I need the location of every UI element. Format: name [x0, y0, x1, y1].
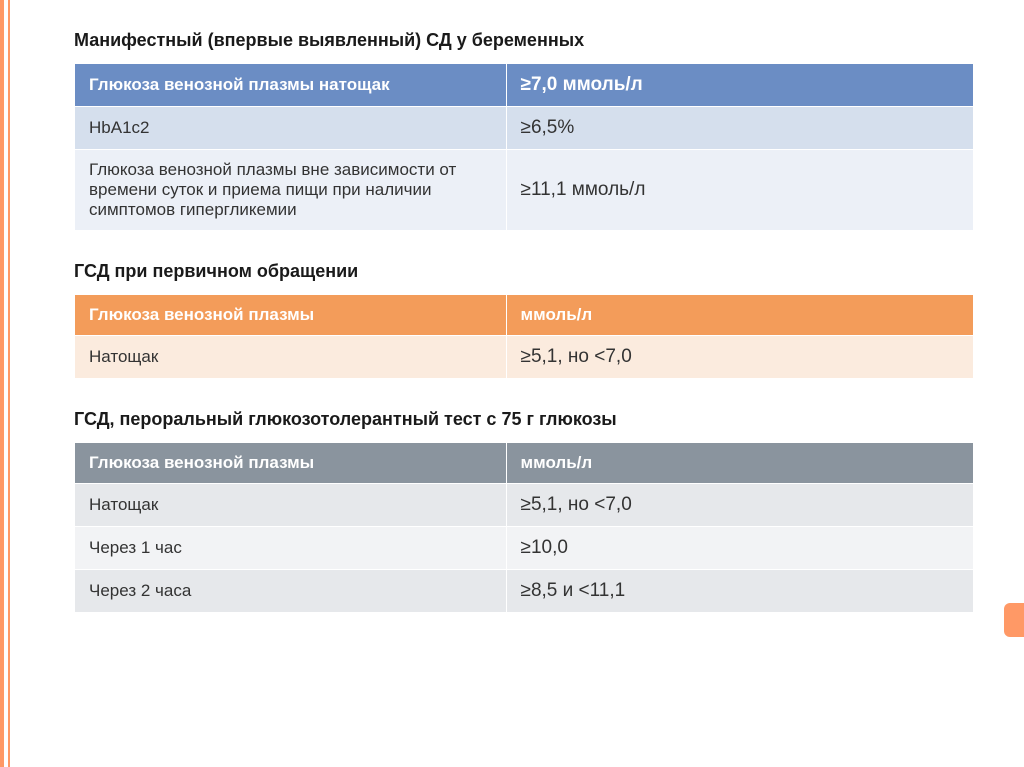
table-cell: ≥6,5%: [506, 107, 973, 150]
gsd-primary-table: Глюкоза венозной плазмы ммоль/л Натощак …: [74, 294, 974, 379]
table-cell: Натощак: [75, 336, 507, 379]
section-title-3: ГСД, пероральный глюкозотолерантный тест…: [74, 409, 974, 430]
table-cell: Через 1 час: [75, 527, 507, 570]
table-header-cell: Глюкоза венозной плазмы: [75, 295, 507, 336]
table-row: Натощак ≥5,1, но <7,0: [75, 484, 974, 527]
section-title-2: ГСД при первичном обращении: [74, 261, 974, 282]
table-header-cell: Глюкоза венозной плазмы: [75, 443, 507, 484]
table-header-cell: ммоль/л: [506, 295, 973, 336]
table-row: HbA1c2 ≥6,5%: [75, 107, 974, 150]
table-header-cell: Глюкоза венозной плазмы натощак: [75, 64, 507, 107]
table-row: Натощак ≥5,1, но <7,0: [75, 336, 974, 379]
table-cell: ≥5,1, но <7,0: [506, 336, 973, 379]
table-header-cell: ≥7,0 ммоль/л: [506, 64, 973, 107]
table-row: Глюкоза венозной плазмы вне зависимости …: [75, 150, 974, 231]
table-header-cell: ммоль/л: [506, 443, 973, 484]
table-cell: Глюкоза венозной плазмы вне зависимости …: [75, 150, 507, 231]
table-row: Через 1 час ≥10,0: [75, 527, 974, 570]
table-cell: Натощак: [75, 484, 507, 527]
table-cell: Через 2 часа: [75, 570, 507, 613]
table-cell: ≥8,5 и <11,1: [506, 570, 973, 613]
table-cell: ≥5,1, но <7,0: [506, 484, 973, 527]
manifest-diabetes-table: Глюкоза венозной плазмы натощак ≥7,0 ммо…: [74, 63, 974, 231]
ogtt-table: Глюкоза венозной плазмы ммоль/л Натощак …: [74, 442, 974, 613]
table-header-row: Глюкоза венозной плазмы ммоль/л: [75, 443, 974, 484]
table-row: Через 2 часа ≥8,5 и <11,1: [75, 570, 974, 613]
table-cell: ≥11,1 ммоль/л: [506, 150, 973, 231]
table-cell: HbA1c2: [75, 107, 507, 150]
table-header-row: Глюкоза венозной плазмы ммоль/л: [75, 295, 974, 336]
slide-container: Манифестный (впервые выявленный) СД у бе…: [0, 0, 1024, 767]
table-cell: ≥10,0: [506, 527, 973, 570]
section-title-1: Манифестный (впервые выявленный) СД у бе…: [74, 30, 974, 51]
table-header-row: Глюкоза венозной плазмы натощак ≥7,0 ммо…: [75, 64, 974, 107]
page-marker: [1004, 603, 1024, 637]
